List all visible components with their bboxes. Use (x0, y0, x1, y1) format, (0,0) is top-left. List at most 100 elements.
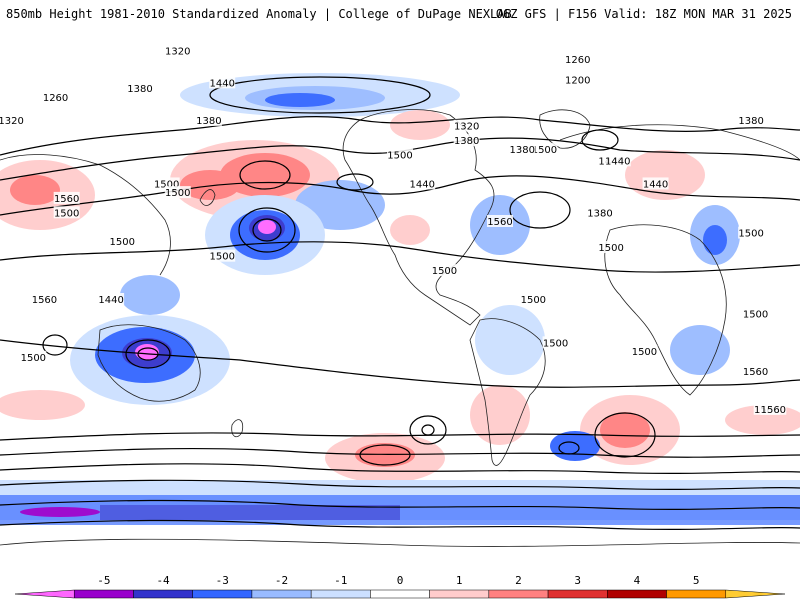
contour-label: 1500 (531, 142, 558, 156)
contour-closed (509, 191, 571, 229)
model-run-info: 06Z GFS | F156 Valid: 18Z MON MAR 31 202… (495, 7, 792, 21)
contour-label-text: 1500 (387, 151, 412, 162)
anomaly-blob (0, 390, 85, 420)
contour-line (0, 499, 800, 511)
contour-label-bg (738, 226, 765, 239)
colorbar-segment (370, 589, 430, 599)
contour-closed (252, 218, 282, 242)
contour-label: 1380 (195, 113, 222, 127)
contour-label: 1380 (587, 206, 613, 219)
contour-line (0, 519, 800, 531)
contour-label: 1500 (164, 186, 191, 199)
colorbar-tick-label: -1 (334, 574, 347, 587)
contour-label-text: 1560 (743, 367, 768, 378)
contour-label-text: 1500 (598, 243, 623, 254)
contour-label-text: 1440 (98, 295, 123, 306)
contour-label-bg (604, 154, 631, 167)
contour-labels: 1260132012601200132013801380132013801500… (0, 44, 787, 416)
contour-closed (594, 412, 656, 458)
anomaly-colorbar: -5 -4 -3 -2 -1 0 1 2 3 4 5 (0, 570, 800, 600)
contour-label-text: 1500 (54, 208, 79, 219)
contour-label-text: 1500 (209, 252, 234, 263)
anomaly-blob (390, 215, 430, 245)
contour-label-bg (0, 113, 25, 126)
contour-label: 1380 (127, 82, 153, 95)
contour-label-text: 1500 (109, 237, 134, 248)
contour-line (0, 447, 800, 458)
contour-closed (359, 444, 411, 466)
anomaly-blob (120, 275, 180, 315)
colorbar-segment (725, 589, 786, 599)
contour-label: 1500 (542, 336, 569, 349)
contour-label-bg (164, 44, 191, 57)
colorbar-tick-label: 0 (397, 574, 404, 587)
contour-label: 1200 (564, 73, 591, 86)
contour-label-bg (42, 90, 69, 103)
contour-label: 1380 (453, 134, 480, 147)
anomaly-blob (355, 443, 415, 467)
contour-label-bg (164, 186, 191, 199)
colorbar-tick-label: -5 (97, 574, 110, 587)
anomaly-blob (180, 170, 240, 200)
coastline-north-america (342, 109, 495, 326)
contour-closed (581, 129, 619, 151)
contour-label-text: 1200 (565, 75, 590, 86)
contour-label: 1560 (487, 215, 513, 228)
contour-label-bg (742, 365, 769, 378)
contour-label-text: 1380 (587, 208, 612, 219)
contour-label-text: 1380 (509, 145, 534, 156)
colorbar-tick-label: 5 (693, 574, 700, 587)
contour-label: 1440 (604, 154, 631, 167)
contour-line (0, 175, 800, 216)
contour-label-bg (109, 235, 136, 248)
contour-label-bg (542, 336, 569, 349)
colorbar-segment (607, 589, 667, 599)
anomaly-blob (220, 153, 310, 197)
contour-label-bg (53, 206, 80, 219)
contour-label-bg (509, 142, 536, 155)
colorbar-segment (310, 589, 371, 599)
contour-label: 1320 (0, 113, 25, 127)
contour-closed (409, 415, 447, 445)
map-header: 850mb Height 1981-2010 Standardized Anom… (0, 0, 800, 40)
colorbar-tick-label: 1 (456, 574, 463, 587)
contour-label: 1500 (53, 206, 80, 219)
contour-label-text: 1320 (0, 116, 24, 127)
contour-label-bg (564, 53, 591, 66)
coastline-africa (604, 224, 727, 396)
contour-label-text: 1560 (761, 405, 786, 416)
contour-closed (238, 207, 296, 253)
contour-label-text: 1440 (605, 156, 630, 167)
contour-closed (336, 173, 374, 191)
colorbar-tick-label: 2 (515, 574, 522, 587)
contour-label-text: 1380 (454, 136, 479, 147)
contour-label-bg (738, 113, 765, 126)
colorbar-tick-label: -2 (275, 574, 288, 587)
contour-label-text: 1500 (165, 188, 190, 199)
height-contours (0, 76, 800, 531)
contour-label-bg (631, 345, 658, 357)
colorbar-segment (251, 589, 312, 599)
colorbar-segment (192, 589, 253, 599)
anomaly-blob (20, 507, 100, 517)
anomaly-blob (265, 93, 335, 107)
contour-label-bg (53, 191, 80, 204)
colorbar-tick-label: 3 (574, 574, 581, 587)
contour-label-text: 1260 (43, 93, 68, 104)
contour-label: 1560 (760, 402, 787, 416)
contour-label-bg (564, 73, 591, 86)
contour-label: 1500 (631, 345, 658, 358)
contour-label: 1500 (520, 293, 547, 306)
contour-label-text: 1500 (632, 347, 657, 358)
contour-label-text: 1500 (521, 295, 546, 306)
anomaly-blob (475, 305, 545, 375)
contour-label: 1320 (164, 44, 191, 58)
contour-label-bg (760, 402, 787, 415)
contour-line (0, 116, 800, 156)
contour-label-bg (127, 82, 153, 95)
contour-label-text: 1260 (565, 55, 590, 66)
contour-label: 1260 (564, 53, 591, 66)
contour-label: 1560 (53, 191, 80, 205)
anomaly-blob (10, 175, 60, 205)
contour-label-text: 1500 (154, 179, 179, 190)
